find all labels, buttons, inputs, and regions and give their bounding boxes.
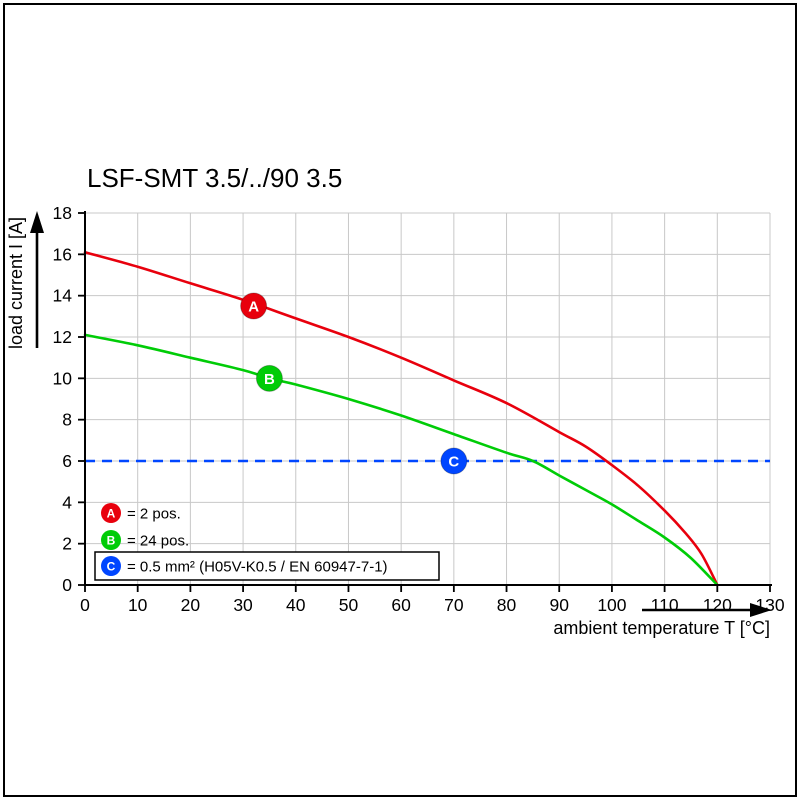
x-tick-label: 120 bbox=[703, 595, 732, 615]
legend-marker-A-letter: A bbox=[107, 507, 116, 521]
x-tick-label: 20 bbox=[181, 595, 201, 615]
legend-label-A: = 2 pos. bbox=[127, 506, 181, 523]
y-tick-label: 16 bbox=[53, 244, 72, 264]
y-tick-label: 6 bbox=[62, 451, 72, 471]
x-tick-label: 40 bbox=[286, 595, 306, 615]
y-axis-label: load current I [A] bbox=[6, 217, 26, 349]
marker-B-icon bbox=[255, 364, 283, 392]
curve-A bbox=[83, 251, 719, 587]
x-tick-label: 30 bbox=[233, 595, 253, 615]
x-tick-label: 90 bbox=[549, 595, 569, 615]
x-tick-label: 70 bbox=[444, 595, 464, 615]
x-axis-arrowhead-icon bbox=[750, 603, 772, 617]
marker-B-letter: B bbox=[264, 371, 275, 388]
y-axis-arrowhead-icon bbox=[30, 211, 44, 233]
chart-title: LSF-SMT 3.5/../90 3.5 bbox=[87, 163, 343, 193]
x-tick-label: 110 bbox=[651, 595, 679, 615]
y-tick-label: 18 bbox=[53, 203, 72, 223]
x-axis-label: ambient temperature T [°C] bbox=[553, 618, 770, 638]
x-tick-label: 100 bbox=[597, 595, 626, 615]
marker-C-letter: C bbox=[448, 454, 459, 471]
legend-marker-C-icon bbox=[101, 556, 121, 576]
curve-B bbox=[83, 333, 719, 587]
y-tick-label: 8 bbox=[62, 410, 72, 430]
y-tick-label: 10 bbox=[53, 368, 73, 388]
x-tick-label: 50 bbox=[339, 595, 359, 615]
legend-marker-B-letter: B bbox=[107, 534, 116, 548]
y-tick-label: 4 bbox=[62, 492, 72, 512]
y-tick-label: 14 bbox=[53, 286, 73, 306]
legend-label-C: = 0.5 mm² (H05V-K0.5 / EN 60947-7-1) bbox=[127, 559, 388, 576]
legend-marker-B-icon bbox=[101, 530, 121, 550]
marker-A-icon bbox=[240, 292, 268, 320]
x-tick-label: 60 bbox=[391, 595, 411, 615]
x-tick-label: 80 bbox=[497, 595, 517, 615]
x-tick-label: 0 bbox=[80, 595, 90, 615]
legend-marker-C-letter: C bbox=[107, 560, 116, 574]
y-tick-label: 12 bbox=[53, 327, 72, 347]
y-tick-label: 2 bbox=[62, 534, 72, 554]
marker-A-letter: A bbox=[248, 299, 259, 316]
legend-label-B: = 24 pos. bbox=[127, 533, 189, 550]
y-tick-label: 0 bbox=[62, 575, 72, 595]
legend-marker-A-icon bbox=[101, 503, 121, 523]
legend-box bbox=[94, 551, 440, 581]
marker-C-icon bbox=[440, 447, 468, 475]
x-tick-label: 10 bbox=[128, 595, 148, 615]
